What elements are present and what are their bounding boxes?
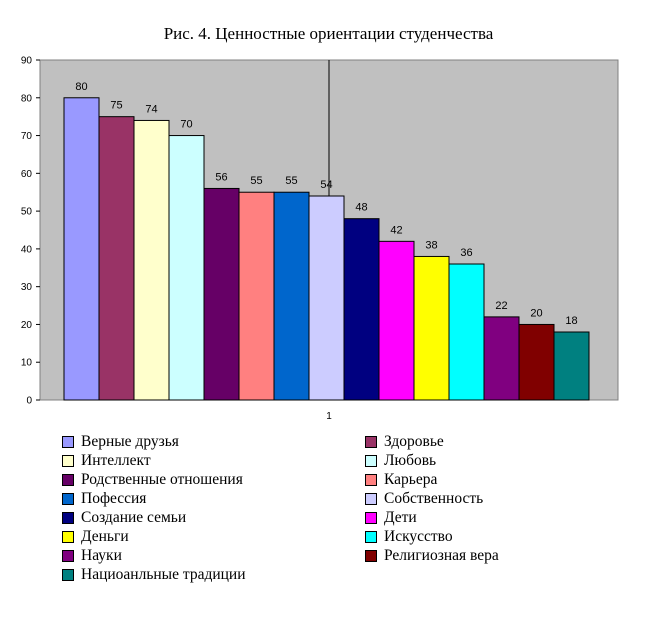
data-label: 75 [110, 100, 122, 112]
y-tick-label: 50 [21, 207, 33, 218]
legend-item: Здоровье [365, 432, 444, 451]
bar-9 [343, 218, 380, 401]
legend-label: Собственность [384, 489, 484, 507]
data-label: 38 [425, 239, 437, 251]
legend-label: Создание семьи [81, 508, 187, 526]
bar-14 [518, 323, 555, 401]
legend-swatch [365, 549, 377, 562]
data-label: 80 [75, 81, 87, 93]
y-tick-label: 10 [21, 358, 33, 369]
legend-label: Верные друзья [81, 432, 179, 450]
legend-swatch [365, 492, 377, 505]
legend-label: Деньги [81, 527, 129, 545]
data-label: 36 [460, 247, 472, 259]
bar-4 [168, 135, 205, 401]
data-label: 20 [530, 307, 542, 319]
legend-swatch [62, 568, 74, 581]
legend-item: Нациоанльные традиции [62, 565, 246, 584]
legend-swatch [365, 454, 377, 467]
legend-label: Дети [384, 508, 417, 526]
legend-item: Собственность [365, 489, 483, 508]
bar-8 [308, 195, 345, 401]
x-tick-label: 1 [326, 411, 332, 422]
bar-1 [63, 97, 100, 401]
data-label: 55 [250, 175, 262, 187]
bar-3 [133, 119, 170, 401]
bar-2 [98, 116, 135, 401]
y-tick-label: 70 [21, 131, 33, 142]
y-tick-label: 90 [21, 56, 33, 67]
legend-item: Верные друзья [62, 432, 179, 451]
legend-swatch [365, 435, 377, 448]
y-tick-label: 80 [21, 93, 33, 104]
legend-label: Любовь [384, 451, 437, 469]
legend-item: Родственные отношения [62, 470, 243, 489]
bar-11 [413, 255, 450, 401]
data-label: 18 [565, 315, 577, 327]
y-tick-label: 40 [21, 244, 33, 255]
legend-item: Карьера [365, 470, 437, 489]
bar-5 [203, 187, 240, 401]
legend-label: Науки [81, 546, 122, 564]
legend-item: Интеллект [62, 451, 151, 470]
bar-10 [378, 240, 415, 401]
y-tick-label: 20 [21, 320, 33, 331]
legend-label: Карьера [384, 470, 438, 488]
bar-15 [553, 331, 590, 401]
data-label: 54 [320, 179, 332, 191]
legend-item: Искусство [365, 527, 453, 546]
data-label: 48 [355, 202, 367, 214]
legend-swatch [62, 492, 74, 505]
bar-13 [483, 316, 520, 401]
bars [63, 97, 590, 401]
legend-swatch [62, 530, 74, 543]
legend-label: Здоровье [384, 432, 444, 450]
y-tick-label: 60 [21, 169, 33, 180]
bar-7 [273, 191, 310, 401]
bar-12 [448, 263, 485, 401]
legend-swatch [62, 549, 74, 562]
legend-item: Науки [62, 546, 122, 565]
legend-item: Создание семьи [62, 508, 186, 527]
data-labels: 80 75 74 70 56 55 55 54 48 42 38 36 22 20 18 [75, 81, 577, 327]
data-label: 22 [495, 300, 507, 312]
data-label: 74 [145, 103, 157, 115]
legend-swatch [62, 473, 74, 486]
legend-label: Родственные отношения [81, 470, 243, 488]
data-label: 56 [215, 171, 227, 183]
legend-label: Пофессия [81, 489, 147, 507]
legend-label: Искусство [384, 527, 453, 545]
legend-item: Любовь [365, 451, 436, 470]
data-label: 70 [180, 119, 192, 131]
legend-label: Нациоанльные традиции [81, 565, 246, 583]
legend-swatch [62, 435, 74, 448]
legend-item: Пофессия [62, 489, 146, 508]
y-tick-label: 0 [26, 396, 32, 407]
y-axis: 0 10 20 30 40 50 60 70 80 90 [21, 56, 40, 407]
data-label: 55 [285, 175, 297, 187]
legend-swatch [365, 473, 377, 486]
bar-6 [238, 191, 275, 401]
chart-title: Рис. 4. Ценностные ориентации студенчест… [163, 24, 494, 43]
legend-label: Интеллект [81, 451, 151, 469]
legend-label: Религиозная вера [384, 546, 499, 564]
y-tick-label: 30 [21, 282, 33, 293]
legend-swatch [62, 454, 74, 467]
legend-swatch [365, 530, 377, 543]
data-label: 42 [390, 224, 402, 236]
legend-item: Религиозная вера [365, 546, 499, 565]
legend-swatch [62, 511, 74, 524]
bar-chart: 0 10 20 30 40 50 60 70 80 90 80 75 74 70 56 55 55 54 48 42… [21, 56, 619, 422]
legend-item: Дети [365, 508, 417, 527]
legend-item: Деньги [62, 527, 129, 546]
legend-swatch [365, 511, 377, 524]
